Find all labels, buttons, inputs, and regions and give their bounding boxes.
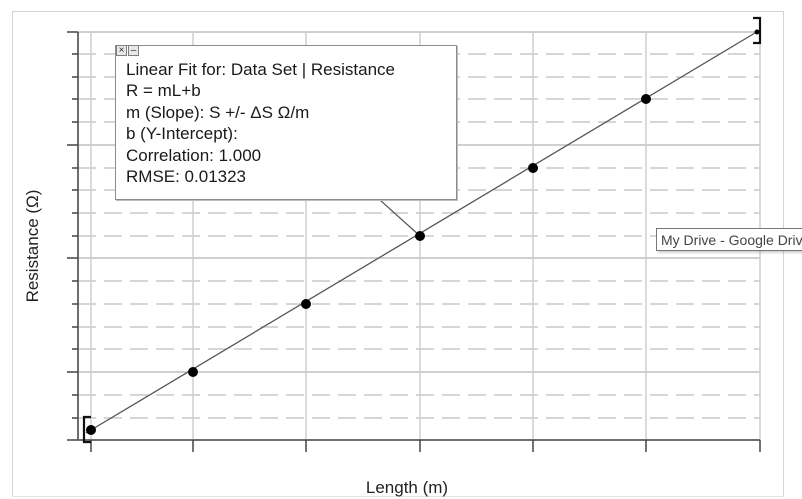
fit-range-brackets — [82, 16, 762, 444]
data-point[interactable] — [188, 367, 198, 377]
tooltip: My Drive - Google Drive — [656, 228, 802, 251]
right-range-bracket[interactable] — [753, 16, 762, 45]
data-point[interactable] — [528, 163, 538, 173]
data-points — [86, 29, 760, 435]
axes — [67, 31, 761, 452]
fit-correlation: Correlation: 1.000 — [126, 145, 262, 165]
close-icon[interactable]: × — [116, 45, 127, 56]
fit-slope: m (Slope): S +/- ΔS Ω/m — [126, 102, 310, 122]
fit-equation: R = mL+b — [126, 81, 201, 101]
x-axis-title: Length (m) — [365, 478, 449, 497]
data-point[interactable] — [754, 29, 760, 35]
left-range-bracket[interactable] — [82, 415, 91, 444]
fit-box-controls: × – — [116, 45, 140, 56]
linear-fit-annotation[interactable]: Linear Fit for: Data Set | Resistance R … — [115, 45, 457, 200]
data-point[interactable] — [86, 425, 96, 435]
y-axis-title: Resistance (Ω) — [23, 189, 42, 303]
data-point[interactable] — [641, 94, 651, 104]
chart-frame — [12, 11, 784, 497]
data-point[interactable] — [415, 231, 425, 241]
fit-rmse: RMSE: 0.01323 — [126, 167, 247, 187]
minimize-icon[interactable]: – — [128, 45, 139, 56]
fit-annotation-pointer — [379, 199, 421, 237]
fit-intercept: b (Y-Intercept): — [126, 124, 238, 144]
data-point[interactable] — [301, 299, 311, 309]
fit-title: Linear Fit for: Data Set | Resistance — [126, 60, 395, 79]
